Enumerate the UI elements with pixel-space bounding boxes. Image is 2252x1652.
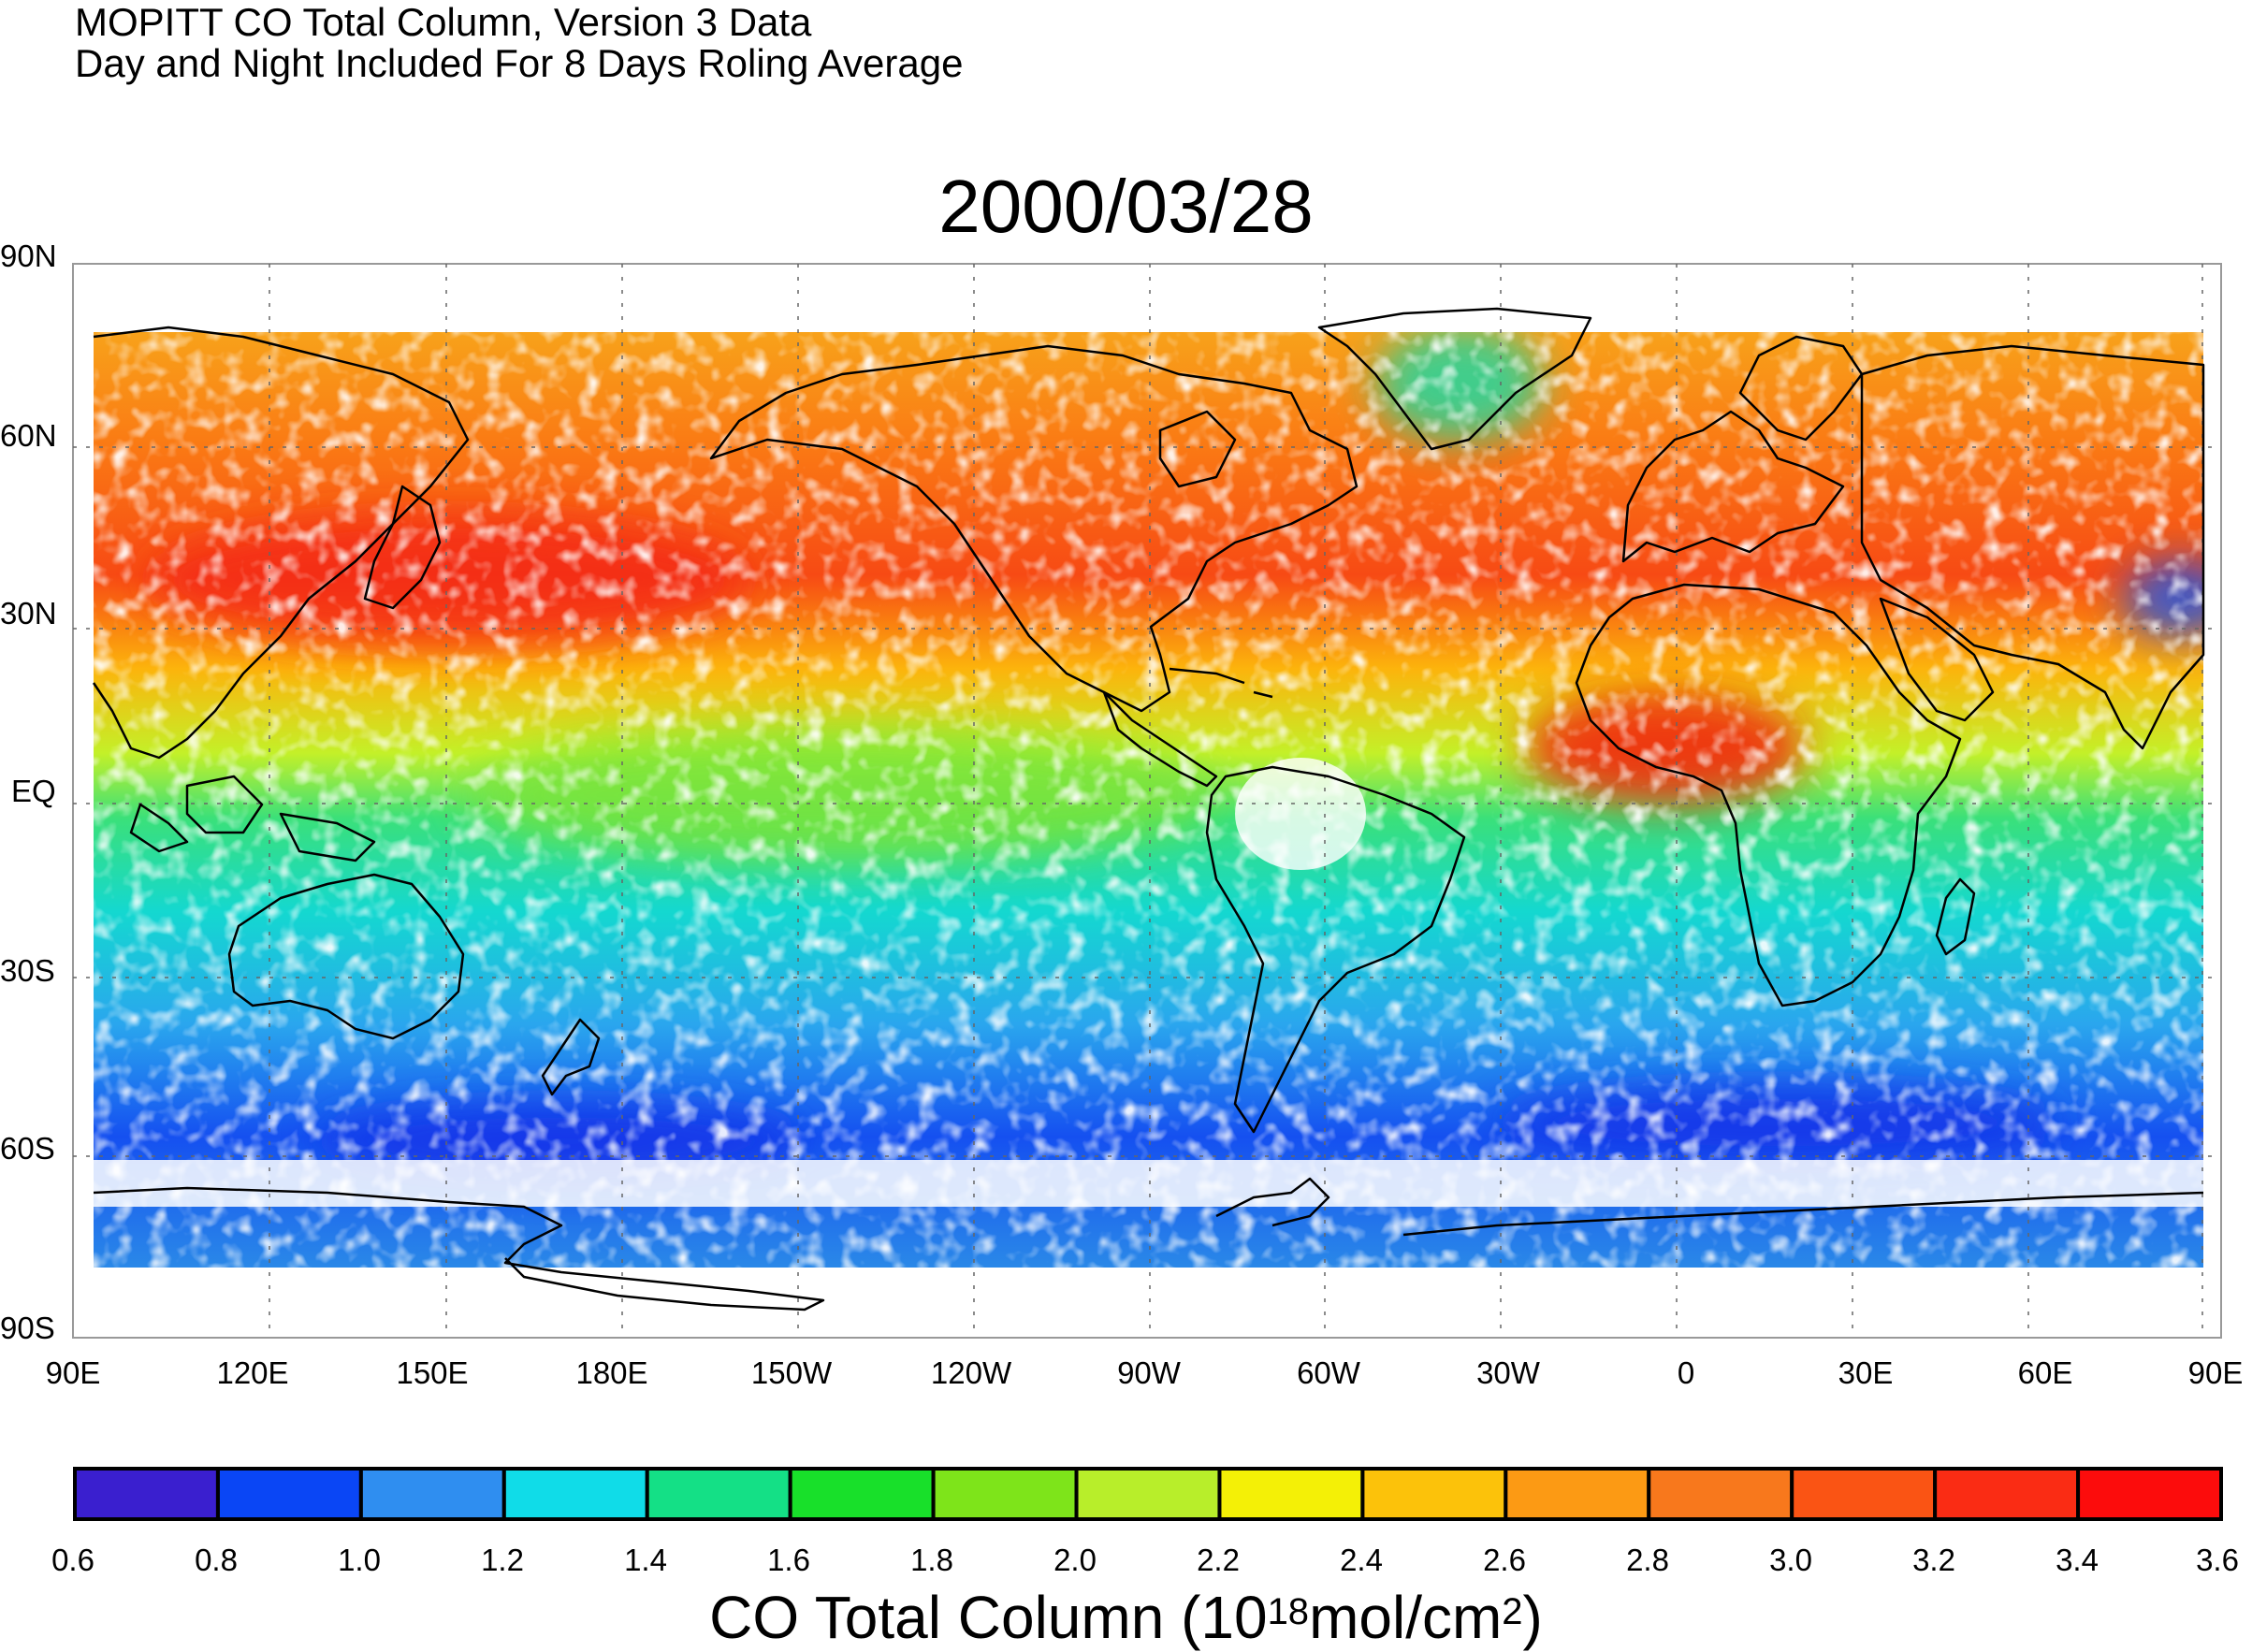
colorbar-title-unit: mol/cm [1309, 1584, 1503, 1651]
lon-label: 30E [1838, 1355, 1894, 1390]
colorbar-tick-label: 1.0 [338, 1543, 381, 1577]
lon-label: 30W [1476, 1355, 1540, 1390]
colorbar-tick-label: 3.6 [2196, 1543, 2239, 1577]
colorbar-swatch [1647, 1467, 1794, 1521]
colorbar-title-end: ) [1522, 1584, 1543, 1651]
colorbar-swatch [2076, 1467, 2223, 1521]
coast-hudson-bay [1158, 410, 1237, 488]
colorbar-tick-label: 1.8 [910, 1543, 953, 1577]
colorbar-title: CO Total Column (1018mol/cm2) [0, 1583, 2252, 1652]
colorbar-swatch [215, 1467, 363, 1521]
lon-label: 0 [1677, 1355, 1695, 1390]
colorbar [73, 1467, 2223, 1521]
coast-japan [363, 485, 442, 610]
colorbar-swatch [1933, 1467, 2081, 1521]
colorbar-swatch [1360, 1467, 1508, 1521]
colorbar-tick-label: 1.4 [624, 1543, 667, 1577]
colorbar-swatch [645, 1467, 792, 1521]
coast-madagascar [1935, 877, 1976, 956]
lon-label: 90W [1117, 1355, 1181, 1390]
colorbar-tick-label: 0.6 [51, 1543, 94, 1577]
title-line-2: Day and Night Included For 8 Days Roling… [75, 41, 964, 85]
colorbar-tick-label: 3.2 [1912, 1543, 1955, 1577]
colorbar-tick-label: 2.6 [1483, 1543, 1526, 1577]
lon-label: 120W [930, 1355, 1012, 1390]
title-line-1: MOPITT CO Total Column, Version 3 Data [75, 0, 812, 44]
co-data-field [94, 332, 2203, 1268]
coast-asia-west [92, 326, 470, 760]
colorbar-tick-label: 3.4 [2056, 1543, 2099, 1577]
lon-label: 90E [45, 1355, 101, 1390]
colorbar-tick-label: 1.2 [481, 1543, 524, 1577]
colorbar-tick-label: 0.8 [195, 1543, 238, 1577]
colorbar-tick-label: 3.0 [1769, 1543, 1812, 1577]
colorbar-swatch [1790, 1467, 1938, 1521]
colorbar-tick-label: 2.0 [1053, 1543, 1097, 1577]
colorbar-swatch [358, 1467, 506, 1521]
coast-south-america [1205, 765, 1466, 1134]
lat-label: 30S [0, 953, 55, 988]
lon-label: 150W [750, 1355, 833, 1390]
coast-maritime-asia [129, 775, 376, 862]
lat-label: 90S [0, 1311, 55, 1345]
lat-label: EQ [11, 774, 56, 808]
coast-arabia [1879, 597, 1995, 722]
lon-label: 180E [575, 1355, 648, 1390]
colorbar-swatch [1074, 1467, 1222, 1521]
lat-label: 30N [0, 596, 57, 630]
lon-label: 120E [216, 1355, 289, 1390]
date-title: 2000/03/28 [938, 165, 1314, 248]
colorbar-tick-label: 2.8 [1626, 1543, 1669, 1577]
lon-label: 90E [2187, 1355, 2244, 1390]
colorbar-tick-label: 2.4 [1340, 1543, 1383, 1577]
lat-label: 60S [0, 1131, 55, 1166]
coast-new-zealand [541, 1018, 601, 1096]
lon-label: 150E [396, 1355, 469, 1390]
coast-central-america [1102, 690, 1218, 788]
colorbar-swatch [1504, 1467, 1651, 1521]
coast-greenland [1317, 307, 1592, 451]
colorbar-title-exponent-2: 2 [1502, 1591, 1523, 1632]
coast-north-america [709, 344, 1358, 713]
coast-caribbean [1169, 667, 1273, 699]
colorbar-swatch [73, 1467, 220, 1521]
colorbar-tick-label: 2.2 [1197, 1543, 1240, 1577]
graticule [73, 264, 2221, 1338]
colorbar-swatch [788, 1467, 936, 1521]
coast-africa [1575, 583, 1962, 1007]
colorbar-swatch [1217, 1467, 1365, 1521]
colorbar-swatch [501, 1467, 649, 1521]
lon-label: 60E [2017, 1355, 2073, 1390]
lat-label: 90N [0, 239, 57, 273]
coast-australia [227, 873, 465, 1040]
lon-label: 60W [1297, 1355, 1360, 1390]
lat-label: 60N [0, 418, 57, 453]
colorbar-title-exponent-1: 18 [1267, 1591, 1310, 1632]
coast-antarctica [93, 1177, 2204, 1311]
colorbar-swatch [931, 1467, 1079, 1521]
coast-europe [1621, 410, 1845, 563]
coast-scandinavia [1738, 335, 1864, 442]
colorbar-tick-label: 1.6 [767, 1543, 810, 1577]
colorbar-title-main: CO Total Column (10 [709, 1584, 1268, 1651]
coastlines [92, 307, 2205, 1311]
coast-asia-east [1860, 344, 2205, 750]
